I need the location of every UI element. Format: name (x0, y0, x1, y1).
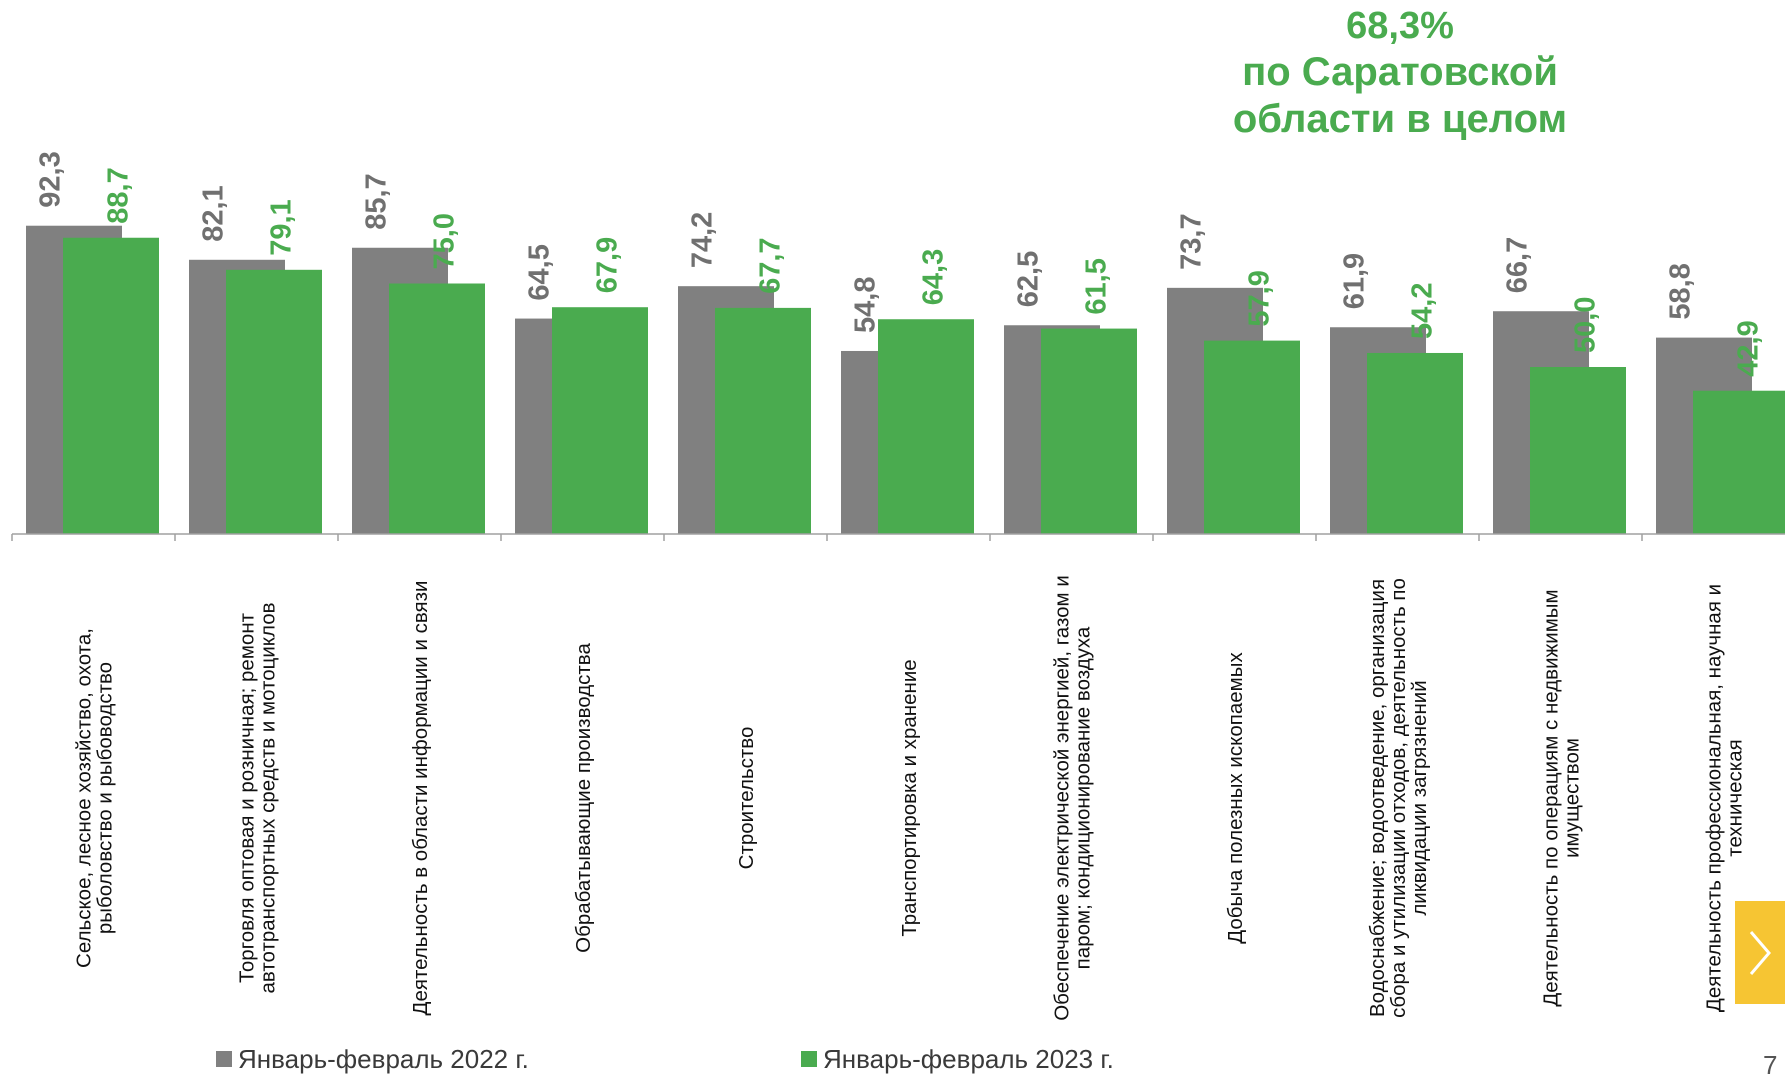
data-label-2022-9: 61,9 (1339, 253, 1371, 309)
data-label-2022-8: 73,7 (1176, 213, 1208, 269)
category-label-line: Добыча полезных ископаемых (1224, 652, 1247, 944)
bar-2023-11 (1693, 390, 1785, 534)
category-label-10: Деятельность по операциям с недвижимымим… (1540, 589, 1584, 1006)
category-label-line: техническая (1724, 739, 1747, 856)
category-label-line: Деятельность по операциям с недвижимым (1540, 589, 1563, 1006)
legend-swatch-2022 (216, 1051, 232, 1067)
legend-label-2023: Январь-февраль 2023 г. (823, 1043, 1114, 1074)
data-label-2023-11: 42,9 (1733, 320, 1765, 376)
bar-2023-3 (389, 283, 485, 534)
data-label-2022-6: 54,8 (850, 277, 882, 333)
data-label-2022-2: 82,1 (198, 185, 230, 241)
category-label-3: Деятельность в области информации и связ… (409, 581, 432, 1016)
category-label-line: ликвидации загрязнений (1408, 680, 1431, 915)
page-number: 7 (1763, 1050, 1778, 1080)
bar-2023-10 (1530, 367, 1626, 534)
overall-rate-callout: 68,3% по Саратовской области в целом (1160, 4, 1640, 143)
category-label-6: Транспортировка и хранение (898, 659, 921, 936)
data-label-2023-5: 67,7 (755, 237, 787, 293)
data-label-2023-2: 79,1 (266, 199, 298, 255)
next-slide-button[interactable] (1735, 901, 1785, 1004)
category-label-line: имуществом (1561, 738, 1584, 858)
category-label-5: Строительство (735, 727, 758, 870)
data-label-2023-4: 67,9 (592, 237, 624, 293)
data-label-2023-6: 64,3 (918, 249, 950, 305)
overall-rate-line1: по Саратовской (1242, 49, 1558, 94)
data-label-2023-8: 57,9 (1244, 270, 1276, 326)
legend-label-2022: Январь-февраль 2022 г. (238, 1043, 529, 1074)
data-label-2022-7: 62,5 (1013, 251, 1045, 307)
category-label-line: Деятельность в области информации и связ… (409, 581, 432, 1016)
legend-item-2022: Январь-февраль 2022 г. (216, 1044, 529, 1074)
data-label-2022-1: 92,3 (35, 151, 67, 207)
category-label-line: Обеспечение электрической энергией, газо… (1051, 575, 1074, 1021)
category-label-line: паром; кондиционирование воздуха (1072, 626, 1095, 969)
legend-item-2023: Январь-февраль 2023 г. (801, 1044, 1114, 1074)
category-label-7: Обеспечение электрической энергией, газо… (1051, 575, 1095, 1021)
category-label-9: Водоснабжение; водоотведение, организаци… (1366, 578, 1431, 1018)
data-label-2023-1: 88,7 (103, 167, 135, 223)
bar-2023-8 (1204, 340, 1300, 534)
bar-2023-4 (552, 307, 648, 534)
category-label-line: Транспортировка и хранение (898, 659, 921, 936)
bar-2023-5 (715, 307, 811, 534)
category-label-line: Торговля оптовая и розничная; ремонт (236, 612, 259, 983)
category-label-line: рыболовство и рыбоводство (94, 662, 117, 934)
bar-2023-1 (63, 237, 159, 534)
bar-2023-7 (1041, 328, 1137, 534)
data-label-2023-9: 54,2 (1407, 283, 1439, 339)
data-label-2023-10: 50,0 (1570, 297, 1602, 353)
bar-2023-9 (1367, 352, 1463, 534)
chevron-right-icon (1749, 931, 1771, 975)
data-label-2022-10: 66,7 (1502, 237, 1534, 293)
category-label-1: Сельское, лесное хозяйство, охота,рыболо… (73, 628, 117, 968)
bar-2023-2 (226, 269, 322, 534)
data-label-2023-3: 75,0 (429, 213, 461, 269)
data-label-2023-7: 61,5 (1081, 258, 1113, 314)
category-label-line: Сельское, лесное хозяйство, охота, (73, 628, 96, 968)
category-label-line: Обрабатывающие производства (572, 643, 595, 953)
category-label-line: сбора и утилизации отходов, деятельность… (1387, 578, 1410, 1018)
bar-2023-6 (878, 319, 974, 534)
category-label-line: Водоснабжение; водоотведение, организаци… (1366, 579, 1389, 1017)
category-label-line: Деятельность профессиональная, научная и (1703, 584, 1726, 1012)
overall-rate-value: 68,3% (1346, 5, 1454, 47)
data-label-2022-5: 74,2 (687, 212, 719, 268)
category-label-11: Деятельность профессиональная, научная и… (1703, 584, 1747, 1012)
data-label-2022-11: 58,8 (1665, 263, 1697, 319)
data-label-2022-3: 85,7 (361, 173, 393, 229)
category-label-4: Обрабатывающие производства (572, 643, 595, 953)
category-label-2: Торговля оптовая и розничная; ремонтавто… (236, 603, 280, 994)
overall-rate-line2: области в целом (1232, 97, 1568, 142)
category-label-line: Строительство (735, 727, 758, 870)
legend-swatch-2023 (801, 1051, 817, 1067)
category-label-line: автотранспортных средств и мотоциклов (257, 603, 280, 994)
category-label-8: Добыча полезных ископаемых (1224, 652, 1247, 944)
data-label-2022-4: 64,5 (524, 244, 556, 300)
